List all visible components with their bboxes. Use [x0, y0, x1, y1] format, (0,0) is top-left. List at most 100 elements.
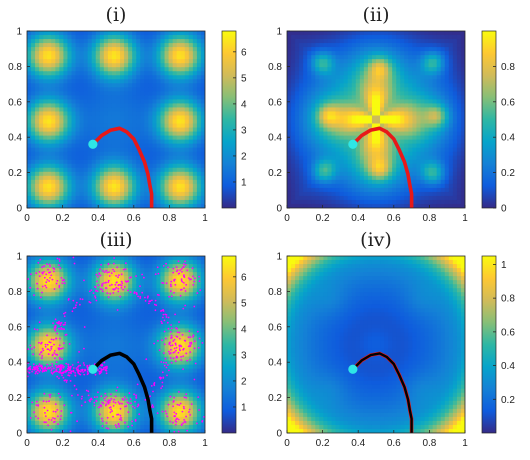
heatmap-cell [39, 203, 44, 208]
heatmap-cell [172, 35, 178, 40]
heatmap-cell [79, 111, 85, 117]
heatmap-cell [200, 155, 205, 161]
heatmap-cell [140, 123, 145, 129]
heatmap-cell [79, 288, 85, 293]
heatmap-cell [412, 39, 418, 44]
heatmap-cell [51, 368, 56, 374]
heatmap-cell [152, 131, 158, 137]
heatmap-cell [59, 336, 65, 342]
heatmap-cell [444, 31, 450, 36]
heatmap-cell [335, 147, 341, 153]
heatmap-cell [59, 296, 65, 301]
heatmap-cell [160, 147, 166, 153]
heatmap-cell [91, 352, 97, 358]
heatmap-cell [351, 123, 357, 129]
heatmap-cell [412, 63, 418, 68]
heatmap-cell [315, 195, 320, 201]
heatmap-cell [120, 163, 125, 169]
heatmap-cell [107, 103, 113, 109]
heatmap-cell [432, 83, 438, 88]
heatmap-cell [136, 131, 141, 137]
heatmap-cell [35, 127, 40, 133]
heatmap-cell [303, 95, 308, 100]
heatmap-cell [27, 376, 32, 382]
heatmap-cell [59, 388, 65, 394]
heatmap-cell [111, 187, 117, 193]
heatmap-cell [99, 396, 105, 402]
heatmap-cell [404, 179, 409, 185]
heatmap-cell [295, 183, 300, 189]
heatmap-cell [27, 183, 32, 189]
heatmap-cell [83, 191, 89, 197]
heatmap-cell [347, 175, 353, 181]
heatmap-cell [436, 51, 442, 56]
heatmap-cell [404, 35, 409, 40]
heatmap-cell [79, 163, 85, 169]
heatmap-cell [63, 308, 69, 313]
heatmap-cell [63, 151, 69, 157]
heatmap-cell [83, 320, 89, 325]
heatmap-cell [124, 135, 129, 141]
heatmap-cell [71, 384, 77, 390]
heatmap-cell [180, 199, 186, 205]
heatmap-cell [176, 163, 182, 169]
heatmap-cell [436, 127, 442, 133]
heatmap-cell [311, 147, 316, 153]
heatmap-cell [323, 143, 329, 149]
heatmap-cell [75, 356, 81, 362]
heatmap-cell [83, 392, 89, 398]
heatmap-cell [79, 107, 85, 113]
heatmap-cell [87, 111, 93, 117]
heatmap-cell [456, 99, 462, 105]
x-tick-label: 0.2 [56, 213, 70, 224]
heatmap-cell [107, 424, 113, 430]
heatmap-cell [176, 179, 182, 185]
heatmap-cell [359, 79, 365, 84]
heatmap-cell [327, 103, 333, 109]
heatmap-cell [148, 87, 154, 92]
heatmap-cell [440, 35, 446, 40]
heatmap-cell [95, 183, 101, 189]
heatmap-cell [200, 31, 205, 36]
heatmap-cell [444, 175, 450, 181]
heatmap-cell [392, 151, 397, 157]
heatmap-cell [299, 39, 304, 44]
heatmap-cell [367, 67, 373, 72]
heatmap-cell [140, 91, 145, 96]
heatmap-cell [327, 31, 333, 36]
heatmap-cell [168, 123, 174, 129]
heatmap-cell [363, 199, 369, 205]
heatmap-cell [452, 111, 458, 117]
heatmap-cell [307, 159, 312, 165]
heatmap-cell [103, 179, 109, 185]
heatmap-cell [120, 260, 125, 265]
heatmap-cell [307, 63, 312, 68]
heatmap-cell [347, 123, 353, 129]
heatmap-cell [452, 119, 458, 125]
heatmap-cell [55, 360, 60, 366]
heatmap-cell [295, 119, 300, 125]
heatmap-cell [440, 171, 446, 177]
heatmap-cell [35, 139, 40, 145]
heatmap-cell [107, 67, 113, 72]
heatmap-cell [91, 272, 97, 277]
heatmap-cell [128, 99, 133, 105]
heatmap-cell [43, 127, 48, 133]
heatmap-cell [140, 199, 145, 205]
heatmap-cell [144, 183, 149, 189]
heatmap-cell [184, 163, 190, 169]
heatmap-cell [75, 151, 81, 157]
heatmap-cell [363, 43, 369, 48]
heatmap-cell [440, 115, 446, 121]
heatmap-cell [67, 332, 73, 338]
heatmap-cell [148, 55, 154, 60]
heatmap-cell [428, 67, 434, 72]
heatmap-cell [35, 155, 40, 161]
heatmap-cell [172, 167, 178, 173]
heatmap-cell [35, 203, 40, 208]
heatmap-cell [380, 151, 385, 157]
heatmap-cell [128, 111, 133, 117]
heatmap-cell [311, 131, 316, 137]
heatmap-cell [120, 103, 125, 109]
heatmap-cell [420, 51, 426, 56]
